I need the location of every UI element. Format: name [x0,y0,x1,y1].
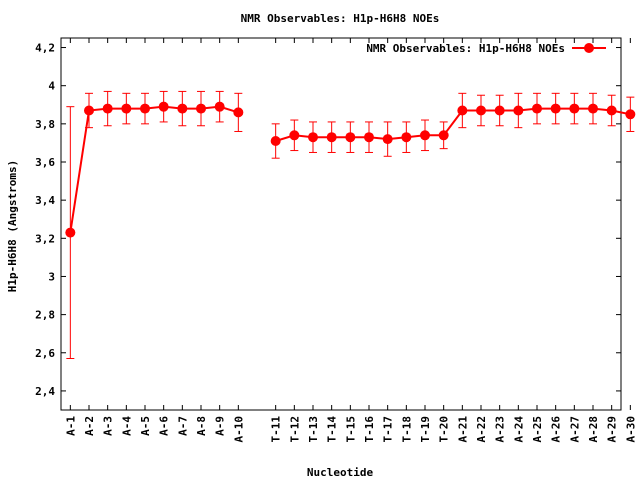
data-point [289,130,300,141]
data-point [121,103,132,114]
x-tick-label: A-9 [214,416,227,436]
data-point [494,105,505,116]
x-tick-label: A-1 [64,416,77,436]
y-tick-label: 3 [48,270,55,283]
data-point [196,103,206,114]
x-tick-label: A-3 [102,416,115,436]
data-point [364,132,374,143]
data-point [214,101,225,112]
data-point [569,103,580,114]
y-tick-label: 3,6 [35,156,55,169]
y-tick-label: 4 [48,80,55,93]
x-tick-label: T-12 [288,416,301,443]
y-tick-label: 2,8 [35,309,55,322]
x-axis-label: Nucleotide [307,466,374,479]
data-point [326,132,337,143]
x-tick-label: A-23 [494,416,507,443]
data-point [513,105,524,116]
data-point [65,227,76,238]
y-tick-label: 4,2 [35,42,55,55]
x-tick-label: A-5 [139,416,152,436]
data-point [457,105,468,116]
data-point [345,132,356,143]
x-tick-label: A-8 [195,416,208,436]
series-layer [65,90,636,359]
x-tick-label: A-4 [120,416,133,436]
legend-entry-label: NMR Observables: H1p-H6H8 NOEs [366,42,565,55]
x-tick-label: A-24 [512,416,525,443]
y-tick-label: 3,2 [35,232,55,245]
data-point [401,132,412,143]
x-tick-label: A-25 [531,416,544,443]
data-point [84,105,94,116]
x-tick-label: T-13 [307,416,320,443]
x-tick-label: T-16 [363,416,376,443]
data-point [177,103,188,114]
x-tick-label: A-29 [606,416,619,443]
x-tick-label: T-20 [438,416,451,443]
x-tick-label: A-7 [176,416,189,436]
x-tick-label: T-11 [270,416,283,443]
x-tick-label: A-21 [456,416,469,443]
data-point [382,134,393,145]
x-tick-label: T-19 [419,416,432,443]
data-point [532,103,542,114]
legend-marker [584,43,594,53]
x-tick-label: A-30 [624,416,637,443]
x-tick-label: A-2 [83,416,96,436]
chart-title: NMR Observables: H1p-H6H8 NOEs [241,12,440,25]
data-point [158,101,169,112]
y-tick-label: 3,4 [35,194,55,207]
x-tick-label: T-18 [400,416,413,443]
data-point [476,105,486,116]
data-point [588,103,598,114]
x-axis-ticks: A-1 A-2 A-3 A-4 A-5 A-6 A-7 A-8 A-9 A-10 T-11 T-12 T… [64,38,637,443]
x-tick-label: A-26 [550,416,563,443]
x-tick-label: A-6 [158,416,171,436]
data-point [438,130,449,141]
data-point [233,107,244,118]
data-point [420,130,430,141]
x-tick-label: T-14 [326,416,339,443]
y-axis-label: H1p-H6H8 (Angstroms) [6,160,19,292]
data-point [308,132,318,143]
y-axis-ticks: 2,4 2,6 2,8 3 3,2 3,4 3,6 3,8 4 4,2 [35,42,621,398]
x-tick-label: A-28 [587,416,600,443]
data-point [606,105,617,116]
data-point [550,103,561,114]
data-point [102,103,113,114]
plot-frame [60,37,622,411]
x-tick-label: A-27 [568,416,581,443]
y-tick-label: 2,6 [35,347,55,360]
x-tick-label: T-15 [344,416,357,443]
y-tick-label: 2,4 [35,385,55,398]
x-tick-label: A-10 [232,416,245,443]
data-point [140,103,150,114]
legend: NMR Observables: H1p-H6H8 NOEs [366,42,606,55]
data-point [625,109,636,120]
data-point [270,136,281,147]
y-tick-label: 3,8 [35,118,55,131]
x-tick-label: T-17 [382,416,395,443]
series-line [69,105,239,233]
x-tick-label: A-22 [475,416,488,443]
